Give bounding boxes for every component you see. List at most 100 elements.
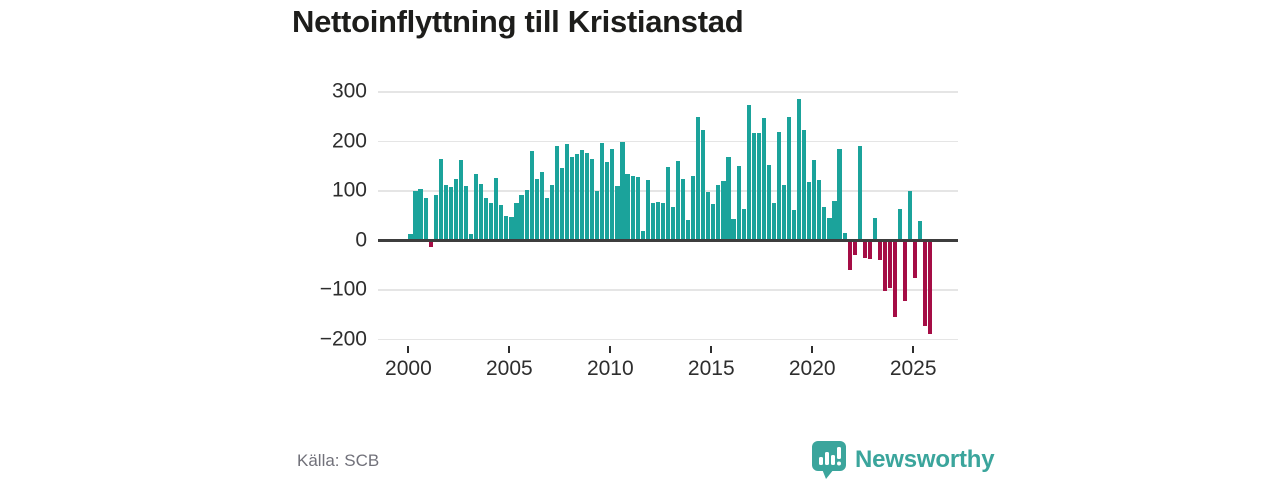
x-tick-label-2015: 2015 — [687, 357, 735, 380]
bar-2021Q3 — [842, 233, 847, 241]
bar-2016Q3 — [741, 209, 746, 241]
bar-2023Q4 — [887, 240, 893, 289]
bar-2000Q2 — [413, 191, 418, 241]
bar-2014Q4 — [706, 191, 711, 241]
bar-2025Q4 — [928, 240, 933, 335]
x-tick-label-2000: 2000 — [385, 357, 432, 380]
brand-lockup: Newsworthy — [811, 440, 995, 480]
bar-2003Q3 — [479, 184, 484, 241]
bar-2015Q3 — [721, 181, 726, 241]
bar-2013Q1 — [670, 206, 676, 241]
bar-2003Q2 — [474, 174, 479, 241]
bar-2006Q1 — [529, 150, 534, 241]
x-tick-label-2025: 2025 — [889, 357, 937, 380]
bar-2000Q3 — [418, 188, 423, 241]
x-tick-2000 — [407, 346, 410, 353]
bar-2020Q1 — [812, 159, 817, 241]
bar-2009Q4 — [605, 162, 610, 241]
bar-2018Q2 — [776, 131, 782, 241]
bar-2016Q2 — [736, 165, 741, 241]
y-tick-label-0: 0 — [355, 228, 367, 252]
bar-2019Q3 — [802, 129, 807, 241]
bar-2013Q4 — [686, 220, 691, 241]
bar-2010Q2 — [615, 186, 620, 241]
bar-2007Q1 — [549, 184, 554, 241]
chart-title: Nettoinflyttning till Kristianstad — [292, 4, 744, 39]
bar-2014Q1 — [691, 176, 696, 241]
source-label: Källa: SCB — [297, 451, 380, 470]
bar-2001Q1 — [428, 240, 433, 247]
bar-2009Q3 — [600, 143, 605, 241]
x-tick-label-2010: 2010 — [586, 357, 634, 380]
y-tick-label-300: 300 — [331, 79, 367, 103]
x-tick-2025 — [912, 346, 915, 353]
bar-2020Q4 — [827, 218, 832, 241]
bar-2019Q4 — [807, 181, 812, 241]
bar-2006Q4 — [544, 198, 549, 241]
bar-2002Q2 — [453, 179, 458, 241]
bar-2015Q1 — [711, 203, 716, 241]
bar-2021Q2 — [837, 149, 842, 241]
bar-2004Q1 — [489, 203, 494, 241]
bar-2012Q4 — [665, 166, 670, 241]
bar-2012Q1 — [650, 202, 655, 241]
bar-2005Q1 — [509, 217, 514, 241]
bar-2001Q2 — [433, 194, 438, 241]
newsworthy-logo-icon — [811, 440, 847, 480]
bar-2016Q4 — [746, 104, 751, 241]
bar-2018Q3 — [781, 185, 787, 241]
bar-2018Q1 — [771, 202, 776, 241]
y-tick-label-100: 100 — [331, 178, 367, 202]
bar-2012Q2 — [655, 201, 660, 241]
bar-2005Q2 — [514, 202, 519, 241]
bar-2003Q1 — [468, 233, 474, 241]
bar-2005Q4 — [524, 189, 529, 241]
bar-2008Q4 — [585, 152, 590, 241]
bar-2015Q2 — [716, 185, 721, 241]
bar-2000Q4 — [423, 197, 428, 241]
bar-2003Q4 — [484, 198, 489, 241]
bar-2019Q1 — [792, 210, 797, 241]
bar-2025Q1 — [913, 240, 918, 279]
y-tick-label--200: −200 — [319, 327, 367, 351]
bar-2011Q2 — [635, 177, 640, 241]
bar-2024Q3 — [903, 240, 908, 301]
bar-2024Q2 — [898, 208, 903, 241]
bar-2022Q2 — [857, 145, 862, 241]
bar-2017Q4 — [766, 164, 771, 241]
x-tick-2010 — [609, 346, 612, 353]
bar-2001Q3 — [438, 159, 443, 241]
bar-2011Q4 — [645, 180, 650, 241]
bar-2010Q3 — [620, 141, 625, 241]
bar-2002Q1 — [448, 187, 453, 241]
bar-2009Q1 — [590, 159, 595, 241]
bar-2010Q1 — [610, 149, 615, 241]
bar-2008Q3 — [580, 149, 585, 241]
bar-2024Q1 — [893, 240, 898, 318]
bar-2021Q4 — [847, 240, 852, 270]
bar-2012Q3 — [660, 203, 665, 241]
bar-2015Q4 — [726, 156, 731, 241]
bar-2006Q2 — [534, 179, 539, 241]
bar-2022Q3 — [862, 240, 867, 259]
bar-2002Q4 — [463, 185, 469, 241]
bar-2017Q3 — [761, 118, 766, 241]
bar-2011Q3 — [640, 231, 645, 241]
bar-2024Q4 — [908, 190, 913, 241]
bar-2008Q2 — [574, 154, 580, 241]
gridline-200 — [378, 140, 958, 143]
bar-2013Q3 — [680, 179, 686, 241]
bar-2004Q2 — [494, 178, 499, 241]
bar-2001Q4 — [443, 184, 448, 241]
bar-2011Q1 — [630, 176, 635, 241]
bar-2023Q2 — [877, 240, 882, 261]
bar-2019Q2 — [797, 98, 802, 241]
bar-2016Q1 — [731, 218, 736, 241]
x-tick-2015 — [710, 346, 713, 353]
bar-2014Q2 — [696, 116, 701, 241]
bar-2009Q2 — [595, 190, 600, 241]
bar-2023Q3 — [882, 240, 888, 292]
gridline--100 — [378, 289, 958, 291]
x-tick-label-2020: 2020 — [788, 357, 836, 380]
